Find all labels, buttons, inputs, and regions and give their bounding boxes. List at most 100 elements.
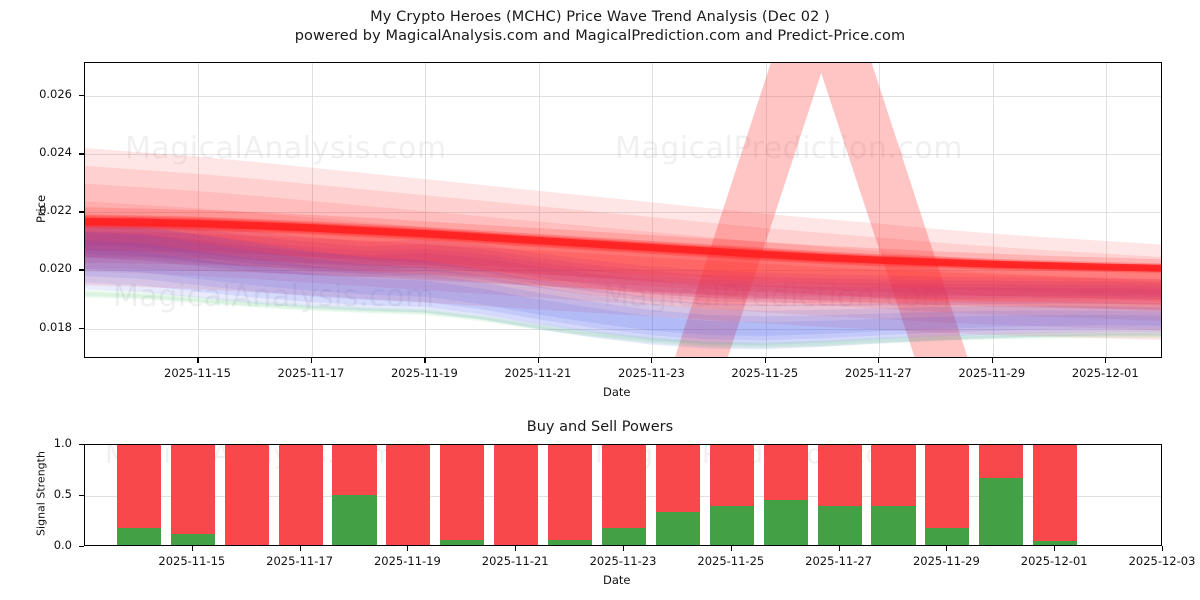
price-band-purple-wave-upper [85, 228, 1161, 300]
price-band-outer-red-upper [85, 183, 1161, 321]
bar-stack[interactable] [224, 445, 269, 545]
bar-stack[interactable] [601, 445, 647, 545]
price-band-blue-wave-upper [85, 240, 1161, 341]
bar-stack[interactable] [548, 445, 593, 545]
price-band-mid-red-upper [85, 231, 1161, 295]
y-tick-label: 0.5 [53, 487, 72, 501]
y-tick-label: 0.0 [53, 538, 72, 552]
bar-segment-buy [655, 512, 700, 545]
x-tick-label: 2025-11-27 [805, 554, 873, 568]
page-subtitle: powered by MagicalAnalysis.com and Magic… [294, 27, 906, 44]
bar-stack[interactable] [440, 445, 485, 545]
x-tick-label: 2025-11-23 [589, 554, 657, 568]
bar-stack[interactable] [817, 445, 862, 545]
x-tick-label: 2025-11-19 [373, 554, 441, 568]
gridline-horizontal [85, 270, 1161, 272]
x-tick-mark [764, 358, 766, 363]
x-tick-mark [197, 358, 199, 363]
x-tick-label: 2025-11-21 [481, 554, 549, 568]
bar-segment-buy [709, 506, 754, 545]
bar-segment-buy [116, 528, 161, 545]
bar-segment-buy [332, 495, 377, 545]
gridline-vertical [652, 63, 654, 357]
x-tick-label: 2025-12-01 [1071, 366, 1139, 380]
bar-stack[interactable] [170, 445, 215, 545]
y-tick-mark [79, 211, 84, 213]
price-band-green-faint-upper [85, 290, 1161, 348]
bar-segment-sell [440, 445, 485, 545]
x-tick-mark [1162, 546, 1164, 551]
bar-stack[interactable] [925, 445, 970, 545]
bar-segment-buy [763, 500, 808, 545]
bar-stack[interactable] [116, 445, 161, 545]
price-wave-plot-area: MagicalAnalysis.com MagicalPrediction.com… [84, 62, 1162, 358]
x-tick-mark [946, 546, 948, 551]
y-tick-mark [79, 153, 84, 155]
x-tick-mark [537, 358, 539, 363]
price-band-blue-wave-upper [85, 231, 1161, 345]
bar-stack[interactable] [763, 445, 808, 545]
x-tick-label: 2025-11-21 [504, 366, 572, 380]
buy-sell-y-axis-label: Signal Strength [34, 451, 48, 536]
y-tick-mark [79, 546, 84, 548]
bar-stack[interactable] [871, 445, 916, 545]
price-band-green-faint-upper [85, 289, 1161, 349]
bar-segment-sell [278, 445, 323, 545]
chart-title-block: My Crypto Heroes (MCHC) Price Wave Trend… [0, 8, 1200, 45]
bar-segment-buy [925, 528, 970, 545]
gridline-vertical [1106, 63, 1108, 357]
trend-line-red [85, 217, 1161, 272]
price-wave-y-axis-label: Price [34, 194, 48, 224]
x-tick-mark [191, 546, 193, 551]
price-wave-x-axis-label: Date [603, 385, 631, 399]
price-wave-bands [85, 63, 1161, 357]
price-band-green-faint-upper [85, 291, 1161, 348]
bar-segment-buy [1033, 541, 1078, 545]
x-tick-mark [1105, 358, 1107, 363]
x-tick-mark [838, 546, 840, 551]
buy-sell-x-axis-label: Date [603, 573, 631, 587]
y-tick-label: 0.026 [39, 87, 72, 102]
gridline-vertical [765, 63, 767, 357]
bar-segment-sell [386, 445, 431, 545]
bar-segment-sell [1033, 445, 1078, 545]
x-tick-label: 2025-11-23 [617, 366, 685, 380]
x-tick-label: 2025-11-29 [912, 554, 980, 568]
y-tick-label: 1.0 [53, 436, 72, 450]
page-title: My Crypto Heroes (MCHC) Price Wave Trend… [370, 9, 830, 25]
x-tick-mark [515, 546, 517, 551]
y-tick-label: 0.024 [39, 145, 72, 160]
bar-stack[interactable] [494, 445, 539, 545]
gridline-horizontal [85, 96, 1161, 98]
x-tick-label: 2025-12-03 [1128, 554, 1196, 568]
x-tick-label: 2025-11-25 [731, 366, 799, 380]
bar-stack[interactable] [278, 445, 323, 545]
bar-stack[interactable] [655, 445, 700, 545]
price-band-purple-wave-upper [85, 222, 1161, 303]
x-tick-mark [878, 358, 880, 363]
gridline-vertical [992, 63, 994, 357]
y-tick-mark [79, 495, 84, 497]
bar-stack[interactable] [979, 445, 1024, 545]
gridline-vertical [538, 63, 540, 357]
buy-sell-powers-title: Buy and Sell Powers [526, 419, 674, 435]
x-tick-label: 2025-11-29 [958, 366, 1026, 380]
spike-band-spike-peak-band [674, 63, 968, 357]
x-tick-label: 2025-11-17 [266, 554, 334, 568]
bar-stack[interactable] [386, 445, 431, 545]
bar-stack[interactable] [1033, 445, 1078, 545]
bar-segment-sell [548, 445, 593, 545]
y-tick-mark [79, 95, 84, 97]
x-tick-mark [991, 358, 993, 363]
x-tick-mark [424, 358, 426, 363]
x-tick-mark [730, 546, 732, 551]
x-tick-label: 2025-11-15 [158, 554, 226, 568]
x-tick-mark [651, 358, 653, 363]
bar-segment-sell [224, 445, 269, 545]
bar-stack[interactable] [332, 445, 377, 545]
gridline-vertical [879, 63, 881, 357]
bar-stack[interactable] [709, 445, 754, 545]
x-tick-label: 2025-11-25 [697, 554, 765, 568]
bar-segment-buy [871, 506, 916, 545]
